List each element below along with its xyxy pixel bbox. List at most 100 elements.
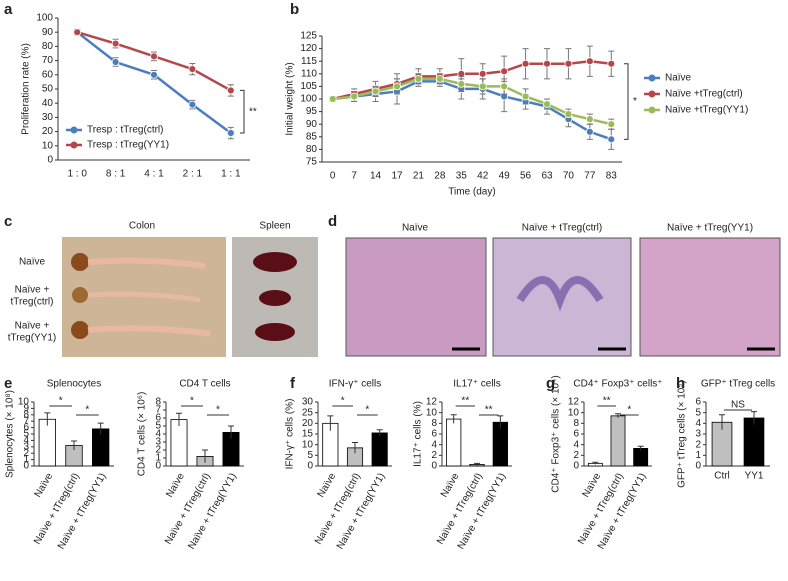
y-tick-label: 2: [431, 450, 437, 461]
y-tick-label: 6: [431, 429, 437, 440]
bar: [38, 418, 56, 467]
panel-letter: b: [290, 1, 299, 18]
chart-title: CD4⁺ Foxp3⁺ cells⁺: [573, 379, 662, 390]
y-tick-label: 6: [155, 413, 161, 424]
point: [111, 39, 120, 48]
photo-header: Spleen: [259, 221, 290, 232]
chart-title: Splenocytes: [47, 379, 101, 390]
y-tick-label: 90: [306, 119, 318, 130]
significance-label: **: [461, 396, 469, 407]
y-axis-label: CD4⁺ Foxp3⁺ cells (× 10⁴): [551, 375, 562, 492]
panel-letter: e: [4, 375, 12, 392]
legend-label: Naïve +tTreg(ctrl): [665, 89, 743, 100]
point: [585, 57, 594, 66]
x-tick-label: 8 : 1: [106, 169, 126, 180]
y-tick-label: 2: [23, 448, 29, 459]
point: [564, 110, 573, 119]
y-tick-label: 80: [306, 144, 318, 155]
y-tick-label: 85: [306, 131, 318, 142]
y-tick-label: 10: [426, 407, 438, 418]
x-tick-label: Naïve: [316, 471, 339, 500]
chart-title: GFP⁺ tTreg cells: [701, 379, 775, 390]
x-tick-label: 70: [563, 171, 575, 182]
legend-label: Tresp : tTreg(YY1): [87, 140, 169, 151]
y-tick-label: 4: [155, 429, 161, 440]
y-tick-label: 9: [23, 403, 29, 414]
point: [226, 86, 235, 95]
y-tick-label: 10: [302, 439, 314, 450]
x-tick-label: 49: [499, 171, 511, 182]
y-axis-label: Splenocytes (× 10⁸): [5, 390, 16, 478]
error-bar: [637, 445, 644, 451]
y-tick-label: 12: [568, 397, 580, 408]
significance-label: *: [627, 405, 631, 416]
y-tick-label: 10: [568, 407, 580, 418]
panel-letter: c: [4, 213, 12, 230]
bar: [743, 417, 765, 467]
error-bar: [376, 429, 383, 437]
y-tick-label: 10: [18, 397, 30, 408]
y-tick-label: 8: [573, 418, 579, 429]
y-tick-label: 5: [155, 421, 161, 432]
significance-label: *: [59, 396, 63, 407]
x-tick-label: 4 : 1: [144, 169, 164, 180]
legend-marker: [648, 106, 656, 114]
y-tick-label: 2: [695, 439, 701, 450]
x-tick-label: 63: [541, 171, 553, 182]
y-tick-label: 105: [300, 81, 317, 92]
x-tick-label: 17: [391, 171, 403, 182]
bar: [170, 419, 188, 467]
error-bar: [228, 425, 234, 439]
significance-label: *: [341, 396, 345, 407]
point: [521, 59, 530, 68]
x-tick-label: Naïve: [164, 471, 187, 500]
error-bar: [44, 412, 51, 426]
y-tick-label: 7: [23, 416, 29, 427]
y-tick-label: 4: [23, 435, 29, 446]
x-tick-label: Ctrl: [714, 471, 730, 482]
legend-marker: [648, 74, 656, 82]
significance-label: **: [485, 405, 493, 416]
point: [543, 100, 551, 108]
significance-label: *: [85, 405, 89, 416]
y-tick-label: 6: [23, 422, 29, 433]
point: [414, 74, 423, 83]
error-bar: [97, 422, 104, 435]
y-tick-label: 3: [23, 441, 29, 452]
point: [585, 127, 594, 136]
spleen-samples: [253, 252, 297, 341]
row-label: Naïve: [19, 257, 46, 268]
bar: [610, 415, 626, 467]
y-tick-label: 2: [155, 445, 161, 456]
y-axis-label: CD4 T cells (× 10⁶): [137, 392, 148, 477]
x-tick-label: YY1: [745, 471, 764, 482]
point: [328, 95, 337, 103]
legend-label: Naïve: [665, 73, 692, 84]
y-tick-label: 5: [23, 429, 29, 440]
legend-marker: [70, 126, 78, 134]
x-tick-label: 77: [584, 171, 596, 182]
y-tick-label: 5: [695, 407, 701, 418]
point: [543, 59, 551, 68]
panel-letter: h: [676, 375, 685, 392]
point: [607, 59, 616, 68]
bar: [371, 432, 388, 467]
y-tick-label: 15: [302, 429, 314, 440]
y-tick-label: 120: [300, 43, 317, 54]
y-tick-label: 70: [42, 55, 54, 66]
error-bar: [202, 449, 208, 463]
x-tick-label: 14: [370, 171, 382, 182]
y-tick-label: 6: [695, 397, 701, 408]
y-tick-label: 110: [301, 68, 317, 79]
point: [393, 82, 401, 91]
y-tick-label: 75: [306, 157, 318, 168]
x-tick-label: Naïve: [33, 471, 56, 500]
y-tick-label: 115: [301, 56, 317, 67]
y-tick-label: 90: [42, 27, 54, 38]
photo-header: Naïve: [402, 223, 429, 234]
point: [111, 58, 120, 66]
error-bar: [176, 412, 182, 426]
error-bar: [497, 415, 504, 429]
y-tick-label: 8: [431, 418, 437, 429]
